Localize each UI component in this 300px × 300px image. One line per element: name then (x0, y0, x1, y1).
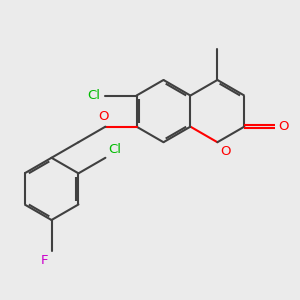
Text: Cl: Cl (88, 89, 101, 102)
Text: O: O (220, 145, 231, 158)
Text: O: O (99, 110, 109, 123)
Text: O: O (279, 120, 289, 133)
Text: Cl: Cl (109, 143, 122, 156)
Text: F: F (41, 254, 48, 267)
